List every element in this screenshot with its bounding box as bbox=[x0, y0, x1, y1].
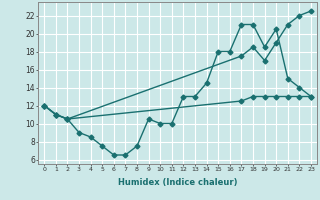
X-axis label: Humidex (Indice chaleur): Humidex (Indice chaleur) bbox=[118, 178, 237, 187]
